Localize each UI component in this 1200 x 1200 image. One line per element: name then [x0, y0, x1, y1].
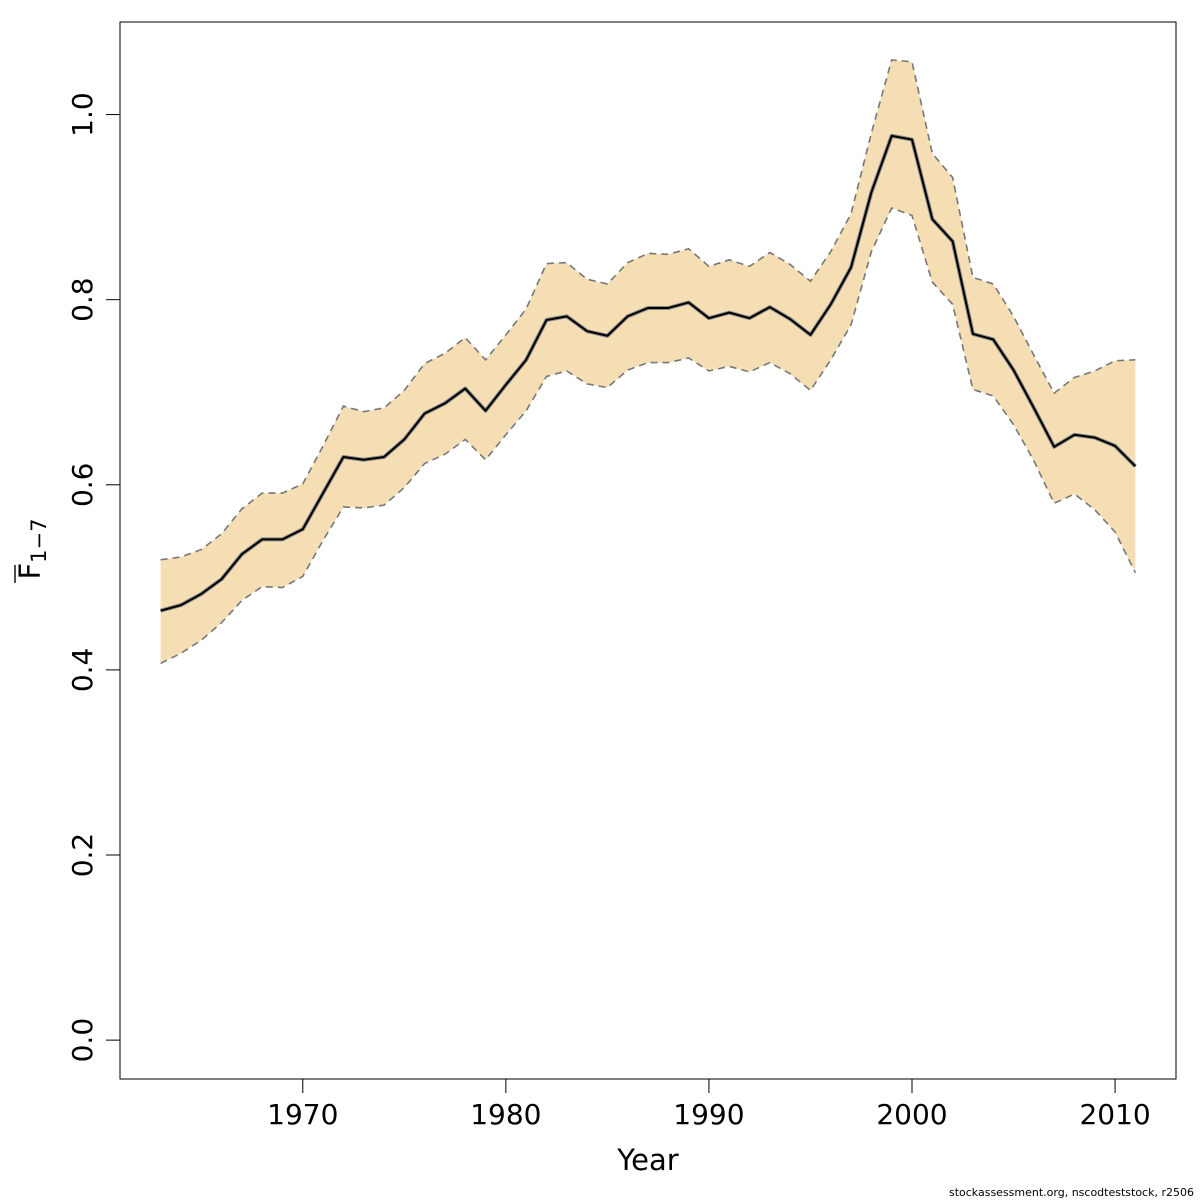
y-tick-label: 0.6	[66, 463, 99, 508]
y-axis-title-main: F	[13, 563, 47, 580]
y-tick-label: 0.0	[66, 1018, 99, 1063]
band-area	[160, 59, 1136, 664]
x-tick-label: 1990	[673, 1098, 744, 1131]
y-tick-label: 0.2	[66, 833, 99, 878]
estimate-layer	[160, 133, 1137, 613]
y-axis: 0.0 0.2 0.4 0.6 0.8 1.0	[66, 92, 121, 1063]
estimate-line	[160, 134, 1137, 612]
y-tick-label: 0.4	[66, 648, 99, 693]
x-tick-label: 1970	[267, 1098, 338, 1131]
x-tick-label: 1980	[470, 1098, 541, 1131]
x-axis: 1970 1980 1990 2000 2010	[267, 1078, 1151, 1131]
svg-text:F1−7: F1−7	[13, 518, 51, 579]
y-tick-label: 0.8	[66, 277, 99, 322]
y-tick-label: 1.0	[66, 92, 99, 137]
x-tick-label: 2000	[876, 1098, 947, 1131]
confidence-band	[160, 59, 1137, 665]
x-tick-label: 2010	[1079, 1098, 1150, 1131]
x-axis-title: Year	[616, 1143, 678, 1177]
source-credit: stockassessment.org, nscodteststock, r25…	[949, 1186, 1194, 1199]
y-axis-title: F1−7	[13, 518, 51, 583]
y-axis-title-sub: 1−7	[27, 518, 51, 562]
